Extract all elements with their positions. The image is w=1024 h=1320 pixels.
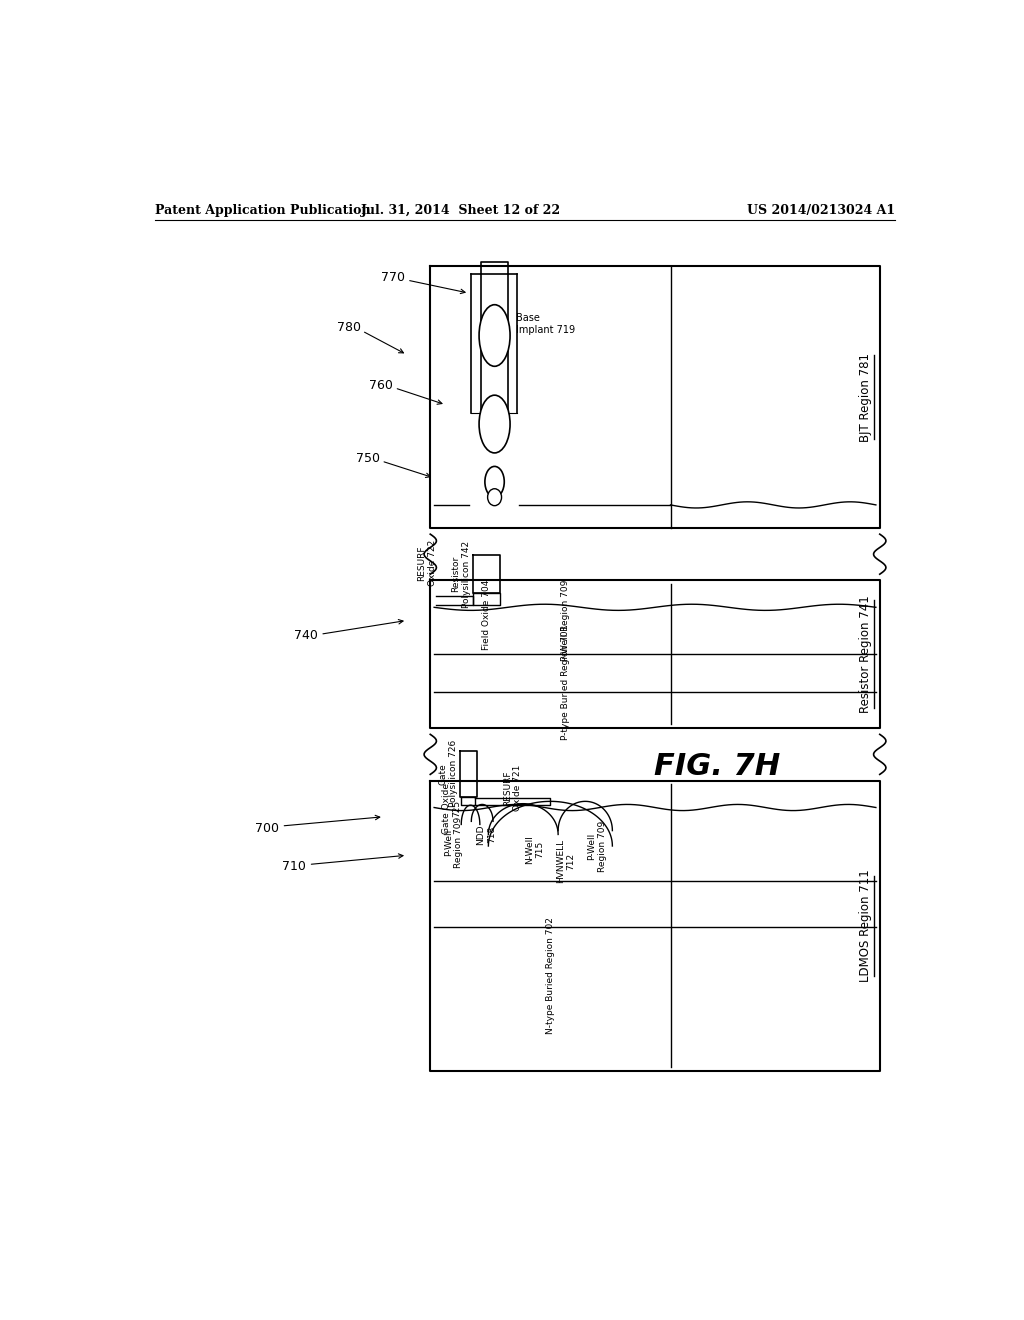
Text: US 2014/0213024 A1: US 2014/0213024 A1	[748, 205, 895, 218]
Text: RESURF
Oxide 721: RESURF Oxide 721	[503, 766, 522, 812]
Ellipse shape	[487, 488, 502, 506]
Text: P-Well
Region 709: P-Well Region 709	[443, 817, 463, 867]
Text: P-Well
Region 709: P-Well Region 709	[587, 821, 606, 871]
Text: FIG. 7H: FIG. 7H	[654, 752, 780, 781]
Text: BJT Region 781: BJT Region 781	[859, 352, 872, 442]
Text: Resistor
Polysilicon 742: Resistor Polysilicon 742	[452, 541, 471, 607]
Ellipse shape	[479, 395, 510, 453]
Text: NDD
718: NDD 718	[476, 824, 496, 845]
Text: HVNWELL
712: HVNWELL 712	[556, 840, 575, 883]
Text: 740: 740	[294, 630, 317, 643]
Text: 760: 760	[370, 379, 393, 392]
Text: RESURF
Oxide 722: RESURF Oxide 722	[417, 540, 437, 586]
Text: 750: 750	[356, 453, 380, 465]
Text: Patent Application Publication: Patent Application Publication	[155, 205, 371, 218]
Ellipse shape	[479, 305, 510, 366]
Text: N-Well
715: N-Well 715	[525, 836, 545, 865]
Text: LDMOS Region 711: LDMOS Region 711	[859, 870, 872, 982]
Text: P-Well Region 709: P-Well Region 709	[561, 579, 570, 661]
Text: Base
Implant 719: Base Implant 719	[516, 313, 575, 335]
Ellipse shape	[485, 466, 504, 498]
Text: 710: 710	[283, 861, 306, 874]
Text: N-type Buried Region 702: N-type Buried Region 702	[546, 917, 555, 1034]
Text: 770: 770	[382, 271, 406, 284]
Text: 780: 780	[337, 321, 360, 334]
Text: Jul. 31, 2014  Sheet 12 of 22: Jul. 31, 2014 Sheet 12 of 22	[361, 205, 561, 218]
Text: P-type Buried Region 701: P-type Buried Region 701	[561, 626, 570, 741]
Text: Field Oxide 704: Field Oxide 704	[482, 579, 490, 649]
Text: Gate
Polysilicon 726: Gate Polysilicon 726	[438, 741, 458, 808]
Text: 700: 700	[255, 822, 280, 834]
Text: Gate Oxide
725: Gate Oxide 725	[442, 783, 462, 834]
Text: Resistor Region 741: Resistor Region 741	[859, 595, 872, 713]
